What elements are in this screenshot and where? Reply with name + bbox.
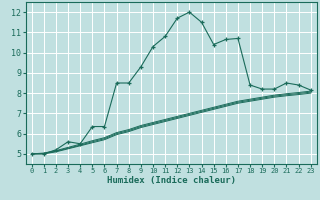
X-axis label: Humidex (Indice chaleur): Humidex (Indice chaleur)	[107, 176, 236, 185]
